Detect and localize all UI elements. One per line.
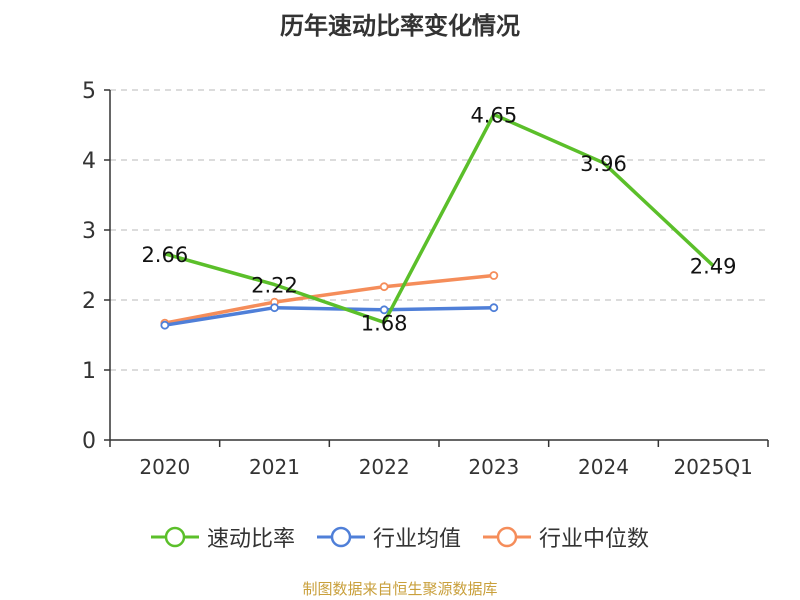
data-label: 2.66: [141, 243, 188, 267]
legend-label: 行业中位数: [539, 527, 650, 552]
data-point: [270, 303, 279, 313]
x-tick-label: 2022: [359, 455, 410, 479]
legend-label: 速动比率: [206, 527, 295, 552]
y-tick-label: 1: [82, 359, 96, 384]
y-tick-label: 4: [82, 149, 96, 174]
data-point: [489, 303, 499, 313]
data-point: [379, 305, 389, 315]
x-tick-label: 2024: [578, 455, 629, 479]
legend-symbol: [483, 526, 531, 548]
y-tick-label: 0: [82, 429, 96, 454]
legend-label: 行业均值: [372, 527, 461, 552]
y-tick-label: 5: [82, 79, 96, 104]
x-tick-label: 2021: [249, 455, 300, 479]
data-label: 3.96: [580, 152, 627, 176]
x-tick-label: 2025Q1: [673, 455, 752, 479]
legend: 速动比率 行业均值 行业中位数: [0, 519, 800, 555]
series-line-2: [164, 273, 495, 325]
data-label: 2.49: [690, 255, 737, 279]
data-point: [489, 271, 499, 280]
y-tick-label: 2: [82, 289, 96, 314]
chart-title: 历年速动比率变化情况: [280, 12, 520, 40]
legend-item[interactable]: 行业中位数: [483, 521, 649, 553]
series-line-0: [164, 112, 715, 325]
x-tick-label: 2023: [468, 455, 519, 479]
legend-item[interactable]: 速动比率: [150, 521, 295, 553]
y-tick-label: 3: [82, 219, 96, 244]
data-label: 1.68: [361, 311, 408, 335]
x-tick-label: 2020: [139, 455, 190, 479]
data-label: 4.65: [470, 104, 517, 128]
data-point: [160, 320, 170, 330]
data-point: [379, 282, 389, 292]
data-label: 2.22: [251, 274, 298, 298]
source-note: 制图数据来自恒生聚源数据库: [302, 580, 498, 598]
legend-symbol: [316, 526, 365, 548]
series-line-1: [164, 305, 494, 327]
legend-symbol: [150, 526, 199, 548]
legend-item[interactable]: 行业均值: [316, 521, 461, 553]
